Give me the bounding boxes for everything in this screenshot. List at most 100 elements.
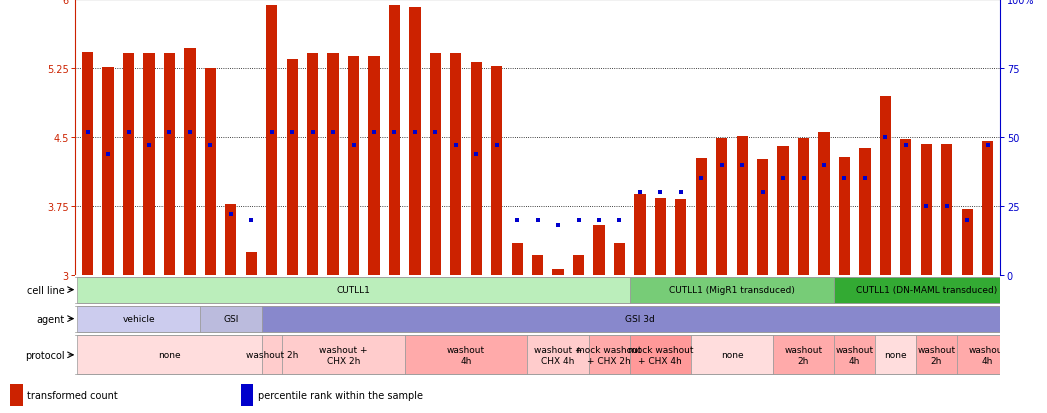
Bar — [634, 195, 646, 275]
Point — [264, 129, 281, 135]
Bar — [10, 384, 23, 406]
Text: mock washout
+ CHX 2h: mock washout + CHX 2h — [577, 345, 642, 365]
Bar — [675, 199, 687, 275]
Point — [837, 176, 853, 183]
Point — [305, 129, 321, 135]
Bar — [77, 335, 262, 375]
Text: washout
4h: washout 4h — [447, 345, 485, 365]
Text: washout
2h: washout 2h — [917, 345, 956, 365]
Text: washout
4h: washout 4h — [836, 345, 874, 365]
Point — [877, 135, 894, 141]
Point — [202, 143, 219, 150]
Bar — [553, 269, 563, 275]
Point — [550, 223, 566, 229]
Bar — [409, 8, 421, 275]
Bar — [875, 335, 916, 375]
Point — [488, 143, 505, 150]
Text: CUTLL1: CUTLL1 — [337, 285, 371, 294]
Point — [672, 190, 689, 196]
Point — [611, 217, 628, 224]
Bar — [307, 54, 318, 275]
Bar — [982, 141, 994, 275]
Bar — [184, 49, 196, 275]
Point — [427, 129, 444, 135]
Bar — [573, 255, 584, 275]
Point — [775, 176, 792, 183]
Point — [897, 143, 914, 150]
Bar — [163, 54, 175, 275]
Text: none: none — [158, 351, 181, 359]
Bar — [941, 144, 953, 275]
Point — [713, 162, 730, 169]
Bar — [405, 335, 528, 375]
Bar — [594, 225, 604, 275]
Text: washout
4h: washout 4h — [968, 345, 1006, 365]
Bar — [798, 139, 809, 275]
Bar — [532, 255, 543, 275]
Point — [222, 211, 239, 218]
Text: protocol: protocol — [25, 350, 64, 360]
Point — [529, 217, 545, 224]
Point — [754, 190, 771, 196]
Point — [652, 190, 669, 196]
Point — [346, 143, 362, 150]
Text: washout 2h: washout 2h — [246, 351, 298, 359]
Bar — [716, 139, 728, 275]
Bar — [588, 335, 629, 375]
Bar — [122, 54, 134, 275]
Point — [120, 129, 137, 135]
Point — [816, 162, 832, 169]
Text: CUTLL1 (MigR1 transduced): CUTLL1 (MigR1 transduced) — [669, 285, 795, 294]
Point — [938, 203, 955, 210]
Point — [734, 162, 751, 169]
Text: CUTLL1 (DN-MAML transduced): CUTLL1 (DN-MAML transduced) — [855, 285, 997, 294]
Bar — [143, 54, 155, 275]
Text: washout
2h: washout 2h — [784, 345, 823, 365]
Bar — [266, 7, 277, 275]
Bar — [82, 53, 93, 275]
Point — [959, 217, 976, 224]
Bar — [429, 54, 441, 275]
Bar — [241, 384, 253, 406]
Text: percentile rank within the sample: percentile rank within the sample — [258, 390, 423, 400]
Point — [631, 190, 648, 196]
Text: vehicle: vehicle — [122, 314, 155, 323]
Point — [365, 129, 382, 135]
Text: washout +
CHX 2h: washout + CHX 2h — [319, 345, 367, 365]
Bar — [528, 335, 588, 375]
Bar — [348, 57, 359, 275]
Bar — [205, 69, 216, 275]
Bar — [450, 54, 462, 275]
Point — [243, 217, 260, 224]
Bar — [695, 159, 707, 275]
Bar — [200, 306, 262, 332]
Bar — [900, 140, 912, 275]
Bar — [957, 335, 1019, 375]
Bar — [773, 335, 834, 375]
Point — [591, 217, 607, 224]
Bar — [860, 149, 870, 275]
Bar — [916, 335, 957, 375]
Bar — [920, 145, 932, 275]
Text: washout +
CHX 4h: washout + CHX 4h — [534, 345, 582, 365]
Point — [468, 151, 485, 158]
Bar — [629, 335, 691, 375]
Bar — [512, 243, 522, 275]
Bar — [77, 306, 200, 332]
Bar — [757, 160, 768, 275]
Bar — [103, 68, 114, 275]
Point — [406, 129, 423, 135]
Point — [856, 176, 873, 183]
Bar — [77, 277, 629, 303]
Bar — [834, 277, 1019, 303]
Point — [509, 217, 526, 224]
Text: none: none — [885, 351, 907, 359]
Bar — [629, 277, 834, 303]
Bar — [369, 57, 380, 275]
Text: GSI 3d: GSI 3d — [625, 314, 654, 323]
Point — [140, 143, 157, 150]
Bar — [246, 252, 257, 275]
Point — [386, 129, 403, 135]
Bar — [654, 198, 666, 275]
Point — [284, 129, 300, 135]
